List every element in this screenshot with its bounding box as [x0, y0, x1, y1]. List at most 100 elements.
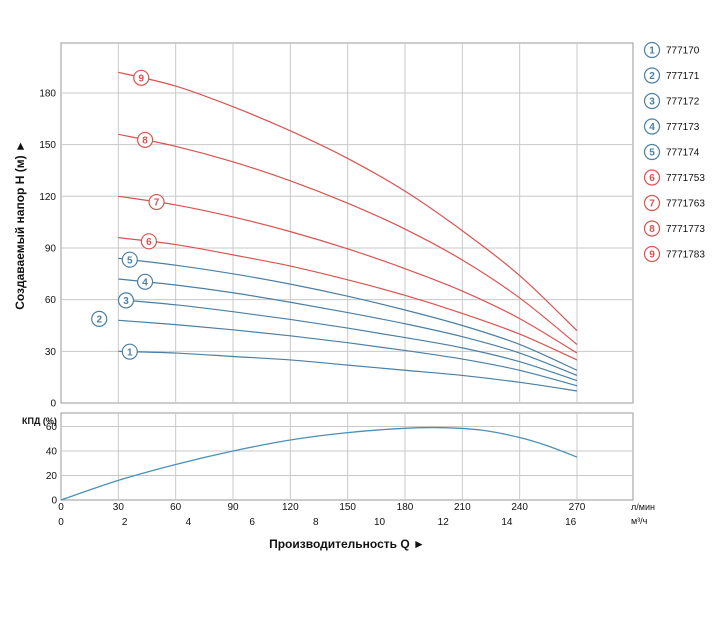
- legend-marker-9: [643, 245, 661, 263]
- flow-lpm-tick-label: 210: [454, 502, 471, 513]
- flow-m3h-tick-label: 4: [186, 517, 192, 528]
- curve-label-circle-9: [133, 69, 150, 86]
- legend-label-7: 7771763: [666, 199, 705, 210]
- head-curve-7: [118, 195, 578, 354]
- legend-marker-7: [643, 194, 661, 212]
- curve-label-7: 7: [154, 198, 160, 209]
- curve-label-2: 2: [96, 314, 102, 325]
- flow-m3h-tick-label: 16: [565, 517, 577, 528]
- head-curve-2: [118, 319, 578, 387]
- legend-label-5: 777174: [666, 148, 700, 159]
- flow-axis-title: Производительность Q ►: [269, 537, 425, 551]
- legend-marker-1: [643, 41, 661, 59]
- head-grid: [60, 42, 634, 404]
- efficiency-curve: [60, 426, 578, 501]
- legend-label-9: 7771783: [666, 250, 705, 261]
- flow-m3h-tick-label: 10: [374, 517, 386, 528]
- legend-marker-number-8: 8: [649, 224, 655, 235]
- curve-label-1: 1: [127, 347, 133, 358]
- flow-unit-lpm: л/мин: [631, 502, 655, 512]
- efficiency-grid: [60, 412, 634, 501]
- efficiency-plot-frame: [60, 412, 634, 501]
- legend-marker-5: [643, 143, 661, 161]
- head-y-tick-label: 30: [45, 347, 57, 358]
- flow-lpm-tick-label: 90: [227, 502, 239, 513]
- legend-marker-8: [643, 220, 661, 237]
- head-curve-8: [118, 133, 578, 345]
- legend-marker-number-4: 4: [649, 122, 655, 133]
- legend-marker-4: [643, 118, 661, 135]
- head-y-tick-label: 150: [39, 140, 56, 151]
- curve-label-circle-4: [136, 273, 154, 290]
- flow-lpm-tick-label: 240: [511, 502, 528, 513]
- flow-m3h-tick-label: 14: [501, 517, 513, 528]
- flow-m3h-tick-label: 0: [58, 517, 64, 528]
- curve-label-5: 5: [127, 255, 133, 266]
- head-curve-6: [118, 237, 578, 361]
- legend-marker-number-5: 5: [649, 148, 655, 159]
- legend-label-4: 777173: [666, 122, 700, 133]
- curve-label-circle-3: [117, 292, 135, 309]
- legend-marker-3: [643, 92, 661, 110]
- head-curve-3: [118, 299, 578, 382]
- flow-lpm-tick-label: 270: [569, 502, 586, 513]
- legend-label-1: 777170: [666, 46, 700, 57]
- curve-label-3: 3: [123, 296, 129, 307]
- curve-label-9: 9: [138, 73, 144, 84]
- curve-label-circle-6: [140, 233, 158, 250]
- flow-m3h-tick-label: 2: [122, 517, 128, 528]
- legend-marker-number-9: 9: [649, 250, 655, 261]
- flow-m3h-tick-label: 6: [249, 517, 255, 528]
- curve-label-circle-8: [136, 131, 154, 149]
- curve-label-circle-1: [121, 343, 138, 360]
- legend-marker-6: [643, 169, 661, 186]
- head-axis-title: Создаваемый напор H (м) ►: [13, 140, 27, 310]
- legend-marker-number-2: 2: [649, 71, 655, 82]
- curve-label-6: 6: [146, 237, 152, 248]
- head-axes: 0 30 60 90 120 150 180: [39, 88, 56, 409]
- head-y-tick-label: 120: [39, 192, 56, 203]
- flow-lpm-tick-label: 150: [339, 502, 356, 513]
- head-curve-5: [118, 257, 578, 371]
- efficiency-axes: 0 20 40 60 0 30 60 90 120 150 180 210 240 270 0 2 4 6 8 10 1…: [46, 422, 586, 528]
- curve-label-4: 4: [142, 277, 148, 288]
- head-y-tick-label: 60: [45, 295, 57, 306]
- efficiency-y-tick-label: 0: [51, 496, 57, 507]
- legend-label-6: 7771753: [666, 173, 705, 184]
- head-plot-frame: [60, 42, 634, 404]
- flow-lpm-tick-label: 120: [282, 502, 299, 513]
- legend-label-2: 777171: [666, 71, 700, 82]
- flow-lpm-tick-label: 0: [58, 502, 64, 513]
- curve-label-circle-5: [121, 251, 138, 268]
- flow-m3h-tick-label: 12: [438, 517, 450, 528]
- efficiency-y-tick-label: 40: [46, 446, 58, 457]
- legend-marker-number-1: 1: [649, 46, 655, 57]
- efficiency-y-tick-label: 20: [46, 471, 58, 482]
- head-curve-9: [118, 71, 578, 332]
- legend-marker-number-3: 3: [649, 97, 655, 108]
- head-curve-1: [118, 350, 578, 392]
- curve-label-circle-7: [148, 193, 165, 211]
- legend: 1 777170 2 777171 3 777172 4 777173 5 777174 6 7771…: [643, 41, 705, 263]
- head-y-tick-label: 90: [45, 243, 57, 254]
- efficiency-curves: [60, 426, 578, 501]
- legend-label-3: 777172: [666, 97, 700, 108]
- efficiency-axis-title: КПД (%): [22, 416, 57, 426]
- legend-marker-number-6: 6: [649, 173, 655, 184]
- curve-label-circle-2: [91, 310, 108, 327]
- efficiency-y-tick-label: 60: [46, 422, 58, 433]
- head-curves: 1 2 3 45 6 7 8 9: [91, 69, 578, 392]
- legend-marker-2: [643, 67, 661, 84]
- flow-unit-m3h: м³/ч: [631, 516, 648, 526]
- curve-label-8: 8: [142, 136, 148, 147]
- legend-label-8: 7771773: [666, 224, 705, 235]
- flow-lpm-tick-label: 60: [170, 502, 182, 513]
- flow-lpm-tick-label: 180: [397, 502, 414, 513]
- flow-lpm-tick-label: 30: [113, 502, 125, 513]
- head-y-tick-label: 0: [50, 399, 56, 410]
- head-y-tick-label: 180: [39, 88, 56, 99]
- flow-m3h-tick-label: 8: [313, 517, 319, 528]
- head-curve-4: [118, 278, 578, 376]
